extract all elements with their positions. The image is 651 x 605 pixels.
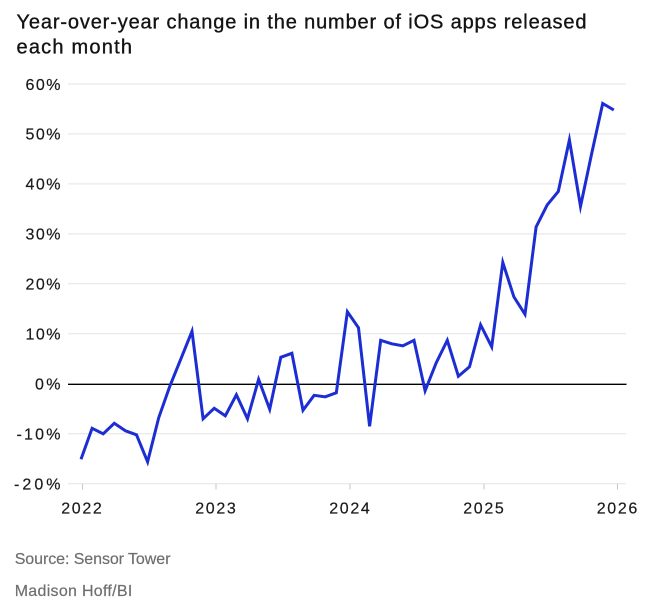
svg-text:20%: 20% [26, 277, 61, 294]
svg-text:40%: 40% [26, 177, 61, 194]
svg-text:0%: 0% [35, 377, 61, 394]
svg-text:2026: 2026 [597, 501, 638, 518]
svg-text:2023: 2023 [195, 501, 236, 518]
svg-text:10%: 10% [26, 327, 61, 344]
svg-text:-10%: -10% [17, 427, 61, 444]
svg-text:each month: each month [17, 36, 133, 58]
svg-text:-20%: -20% [14, 477, 61, 494]
svg-text:2025: 2025 [463, 501, 504, 518]
svg-text:50%: 50% [26, 127, 61, 144]
svg-text:Year-over-year change in the n: Year-over-year change in the number of i… [17, 11, 587, 33]
svg-text:30%: 30% [26, 227, 61, 244]
svg-text:60%: 60% [26, 77, 61, 94]
svg-text:2022: 2022 [61, 501, 102, 518]
svg-text:Madison Hoff/BI: Madison Hoff/BI [15, 583, 133, 600]
svg-text:2024: 2024 [329, 501, 370, 518]
svg-text:Source: Sensor Tower: Source: Sensor Tower [15, 551, 171, 568]
